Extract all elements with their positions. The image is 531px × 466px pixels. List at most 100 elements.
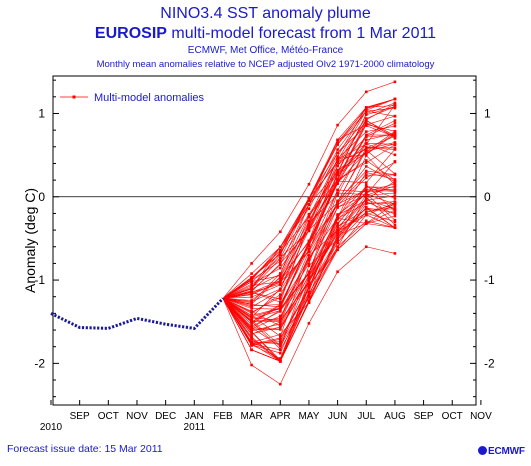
- forecast-member-point: [336, 237, 339, 240]
- x-tick-label: JUN: [328, 411, 347, 422]
- forecast-member-point: [307, 292, 311, 296]
- y-tick-label-right: 0: [484, 190, 491, 204]
- forecast-member-point: [364, 171, 368, 174]
- forecast-member-point: [364, 133, 368, 137]
- forecast-member-point: [307, 256, 311, 260]
- forecast-member-point: [278, 293, 282, 296]
- forecast-member-point: [364, 190, 368, 194]
- forecast-member-point: [364, 108, 368, 112]
- forecast-member-point: [278, 359, 282, 363]
- forecast-member-point: [364, 185, 368, 189]
- forecast-member-point: [250, 322, 253, 326]
- forecast-member-point: [250, 333, 253, 336]
- forecast-member-point: [364, 106, 368, 110]
- forecast-member-point: [278, 305, 282, 309]
- forecast-member-point: [250, 280, 253, 284]
- forecast-member-point: [250, 282, 253, 286]
- forecast-member-point: [364, 165, 368, 168]
- x-tick-label: SEP: [70, 411, 90, 422]
- forecast-member-point: [307, 277, 311, 281]
- forecast-member-point: [278, 340, 282, 344]
- x-tick-label: DEC: [155, 411, 176, 422]
- forecast-member-point: [364, 200, 368, 204]
- forecast-member-point: [393, 153, 397, 157]
- forecast-member-point: [307, 275, 311, 279]
- forecast-member-point: [278, 245, 282, 249]
- forecast-member-point: [250, 284, 253, 287]
- forecast-member-point: [336, 170, 339, 173]
- chart-orgs: ECMWF, Met Office, Météo-France: [187, 45, 344, 56]
- forecast-member-point: [393, 121, 397, 125]
- forecast-member-point: [250, 363, 253, 367]
- chart-title: NINO3.4 SST anomaly plume: [160, 5, 371, 22]
- forecast-member-point: [393, 200, 397, 203]
- forecast-member-point: [336, 155, 339, 158]
- forecast-member-point: [307, 270, 311, 274]
- forecast-member-point: [364, 205, 368, 209]
- x-tick-label: NOV: [126, 411, 148, 422]
- forecast-member-point: [393, 180, 397, 184]
- forecast-member-point: [250, 272, 253, 275]
- legend-marker: [72, 95, 76, 99]
- x-tick-label: OCT: [98, 411, 119, 422]
- forecast-member-point: [278, 257, 282, 260]
- forecast-member-point: [250, 335, 253, 339]
- forecast-member-point: [278, 250, 282, 254]
- forecast-member-point: [364, 148, 368, 152]
- forecast-member-point: [393, 223, 397, 227]
- ecmwf-logo: ECMWF: [478, 446, 525, 457]
- x-year-label: 2011: [184, 422, 206, 433]
- forecast-member-point: [364, 150, 368, 153]
- forecast-member-point: [336, 178, 339, 181]
- forecast-member-point: [307, 223, 311, 227]
- forecast-member-point: [307, 259, 311, 262]
- forecast-member-point: [307, 215, 311, 219]
- forecast-member-point: [307, 244, 311, 247]
- forecast-member-point: [336, 201, 339, 204]
- forecast-member-point: [393, 205, 397, 209]
- forecast-member-point: [278, 320, 282, 324]
- forecast-member-point: [336, 248, 339, 252]
- forecast-member-point: [336, 123, 339, 127]
- forecast-member-point: [393, 226, 397, 229]
- logo-text: ECMWF: [488, 446, 525, 457]
- y-tick-label-left: -1: [34, 273, 45, 287]
- forecast-member-point: [364, 152, 368, 155]
- forecast-member-point: [336, 217, 339, 221]
- forecast-member-point: [364, 188, 368, 192]
- forecast-member-point: [336, 233, 339, 237]
- forecast-member-point: [307, 322, 311, 325]
- forecast-member-point: [278, 283, 282, 287]
- forecast-member-point: [364, 154, 368, 157]
- forecast-member-point: [250, 344, 253, 347]
- forecast-member-point: [278, 351, 282, 355]
- forecast-member-point: [336, 188, 339, 192]
- forecast-member-point: [393, 220, 397, 224]
- x-tick-label: OCT: [442, 411, 463, 422]
- forecast-member-point: [336, 168, 339, 172]
- forecast-member-point: [307, 203, 311, 206]
- forecast-member-point: [336, 161, 339, 165]
- globe-icon: [478, 446, 487, 455]
- forecast-member-point: [364, 112, 368, 116]
- forecast-member-point: [278, 347, 282, 351]
- forecast-member-point: [278, 259, 282, 263]
- forecast-member-point: [250, 329, 253, 333]
- forecast-member-point: [250, 300, 253, 303]
- forecast-member-point: [336, 143, 339, 146]
- forecast-member-point: [364, 202, 368, 206]
- forecast-member-point: [336, 179, 339, 183]
- forecast-member-point: [393, 129, 397, 133]
- forecast-member-point: [250, 338, 253, 341]
- forecast-member-point: [307, 182, 311, 186]
- forecast-member-point: [364, 245, 368, 249]
- forecast-member-point: [364, 195, 368, 199]
- forecast-member-point: [393, 106, 397, 110]
- subtitle-rest: multi-model forecast from 1 Mar 2011: [171, 25, 437, 42]
- observed-line: [50, 297, 225, 330]
- forecast-member-point: [278, 295, 282, 299]
- y-tick-label-left: 1: [38, 106, 45, 120]
- forecast-member-point: [336, 172, 339, 176]
- forecast-member-point: [393, 119, 397, 122]
- forecast-member-point: [393, 203, 397, 206]
